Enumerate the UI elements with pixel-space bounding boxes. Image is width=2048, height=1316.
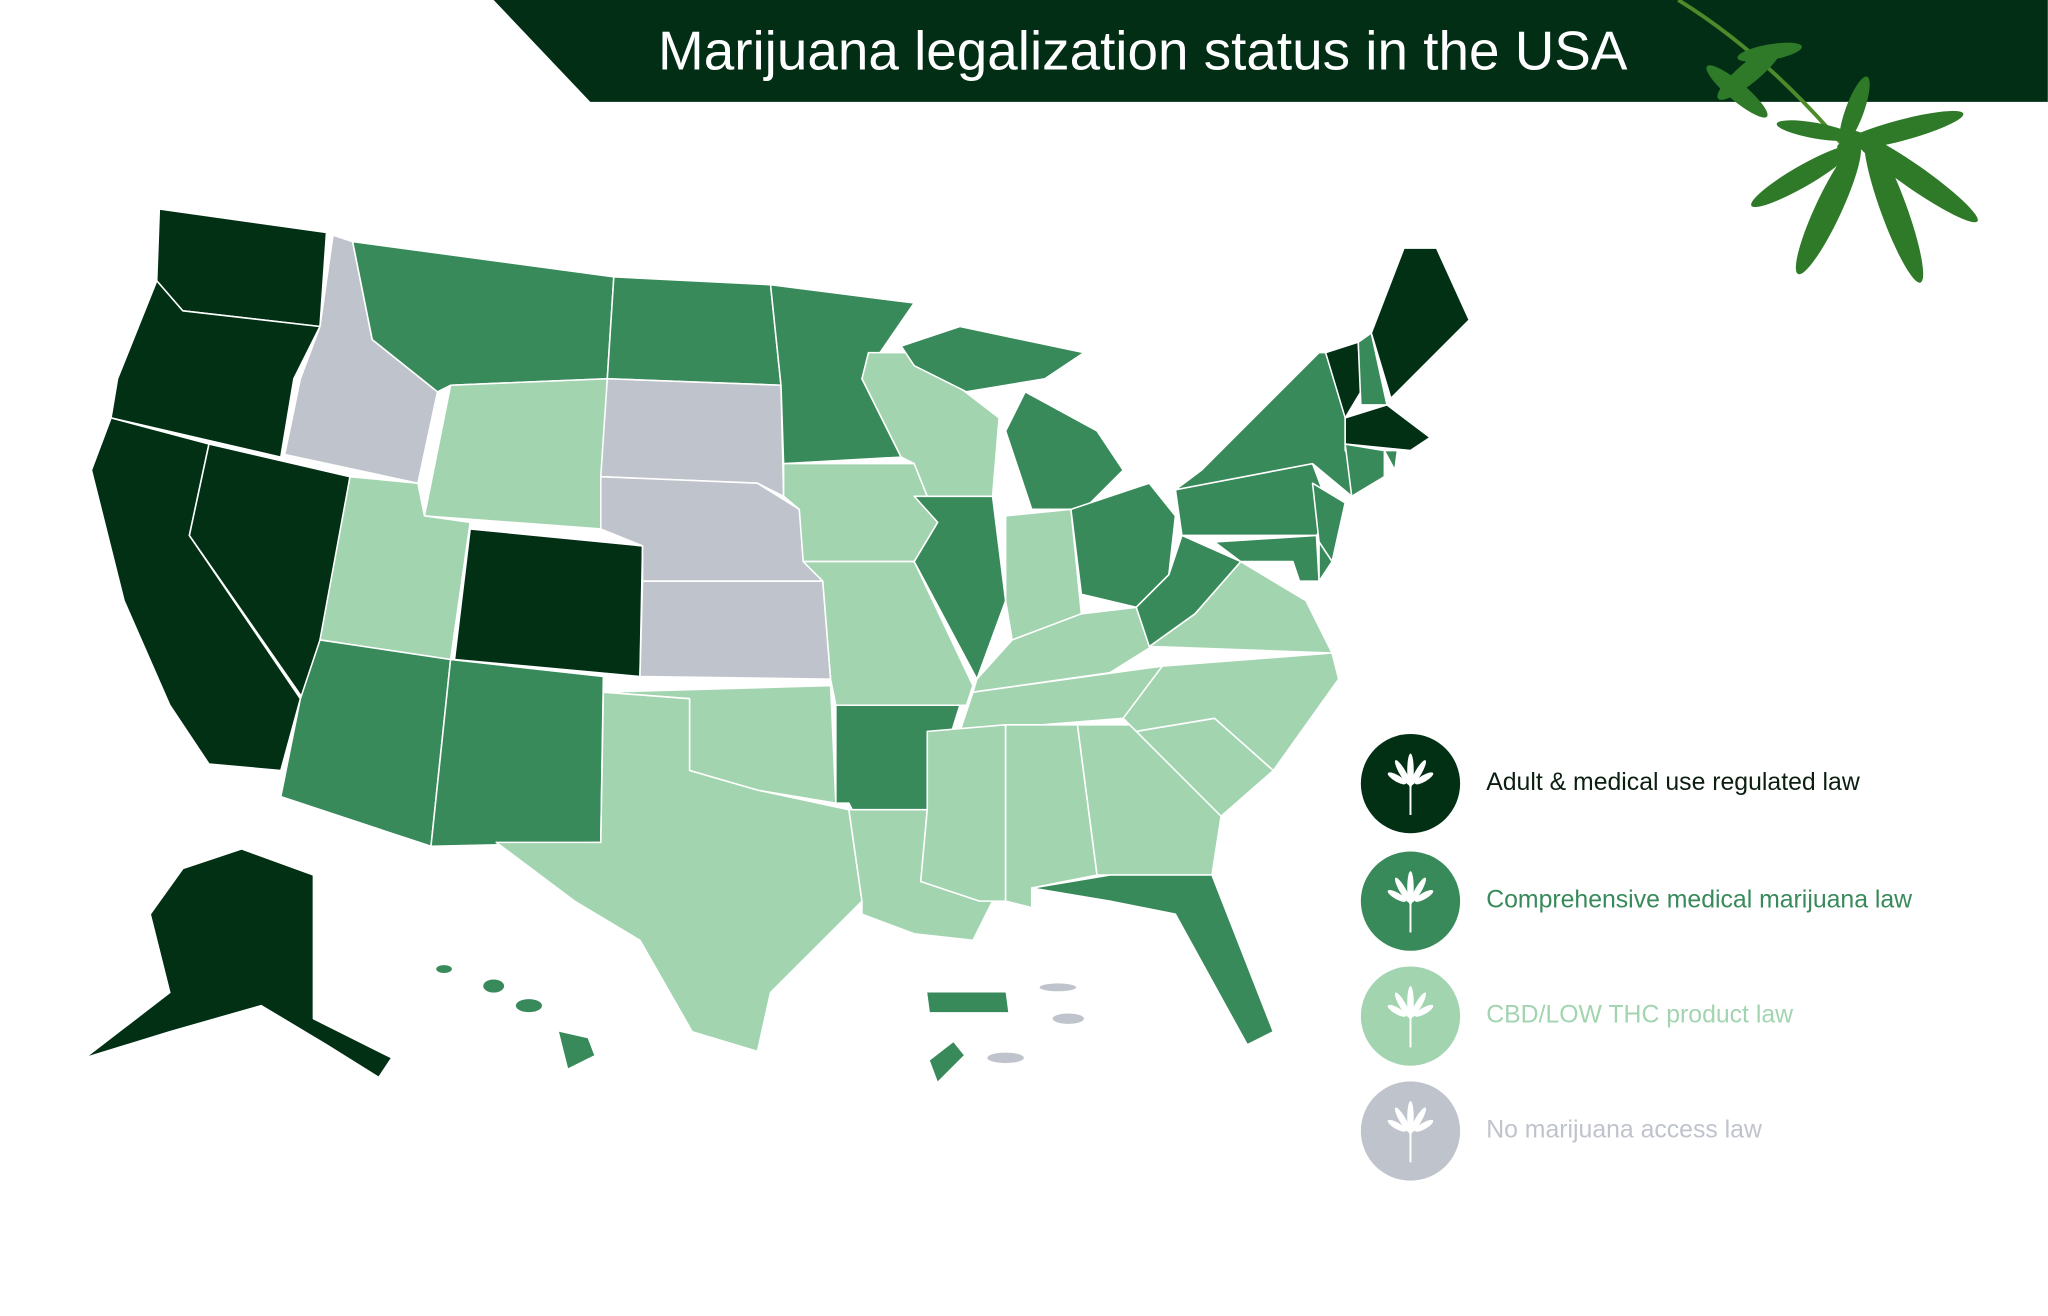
leaflet — [1387, 1004, 1407, 1017]
legend-label: CBD/LOW THC product law — [1486, 1002, 1793, 1029]
state-region — [155, 208, 328, 328]
state-region — [423, 377, 609, 530]
leaflet — [1410, 760, 1427, 786]
leaflet — [1394, 992, 1411, 1018]
leaflet — [1410, 992, 1427, 1018]
legend-label: No marijuana access law — [1486, 1117, 1762, 1144]
leaflet — [1387, 1119, 1407, 1132]
state-region — [919, 724, 1007, 902]
title: Marijuana legalization status in the USA — [658, 19, 1628, 81]
state-region — [606, 276, 782, 387]
leaflet — [1387, 889, 1407, 902]
state-region — [1004, 391, 1124, 511]
state-region — [1383, 449, 1399, 471]
state-region — [436, 965, 452, 973]
leaflet — [1387, 772, 1407, 785]
state-region — [84, 848, 393, 1079]
legend-label: Adult & medical use regulated law — [1486, 769, 1860, 796]
leaf-icon — [1387, 753, 1434, 815]
state-region — [1122, 652, 1340, 772]
leaf-decoration — [1677, 0, 1978, 283]
state-region — [900, 325, 1085, 393]
map-body: Marijuana legalization status in the USA — [84, 0, 2048, 1181]
leaflet — [1394, 760, 1411, 786]
legend-item: CBD/LOW THC product law — [1360, 966, 1793, 1066]
leaflet — [1394, 877, 1411, 903]
state-region — [1344, 404, 1431, 452]
legend: Adult & medical use regulated law Compreh… — [1360, 733, 1912, 1181]
leaf-icon — [1387, 986, 1434, 1048]
legend-label: Comprehensive medical marijuana law — [1486, 887, 1912, 914]
state-region — [1344, 443, 1386, 498]
state-region — [515, 999, 542, 1013]
state-region — [927, 992, 1009, 1013]
leaflet — [1414, 1004, 1434, 1017]
state-region — [1370, 247, 1471, 400]
state-region — [110, 280, 321, 458]
state-region — [987, 1052, 1024, 1064]
state-region — [1052, 1013, 1084, 1024]
state-region — [430, 658, 605, 848]
state-region — [483, 979, 505, 993]
states — [84, 208, 1471, 1082]
state-region — [1318, 541, 1333, 582]
state-region — [558, 1031, 595, 1069]
state-region — [599, 377, 785, 498]
state-region — [495, 691, 863, 1053]
leaflet — [1410, 1107, 1427, 1133]
legend-item: Adult & medical use regulated law — [1360, 733, 1860, 834]
leaflet — [1414, 772, 1434, 785]
leaflet — [1410, 877, 1427, 903]
state-region — [453, 528, 644, 678]
state-region — [280, 639, 452, 848]
state-region — [782, 462, 939, 563]
state-region — [929, 1042, 964, 1082]
state-region — [639, 580, 832, 680]
legend-item: Comprehensive medical marijuana law — [1360, 851, 1912, 951]
legend-item: No marijuana access law — [1360, 1081, 1762, 1181]
leaflet — [1414, 1119, 1434, 1132]
leaf-icon — [1387, 871, 1434, 933]
leaflet — [1394, 1107, 1411, 1133]
state-region — [1213, 534, 1320, 582]
state-region — [1030, 874, 1275, 1046]
title-bar — [493, 0, 2048, 102]
leaf-icon — [1387, 1100, 1434, 1163]
leaflet — [1414, 889, 1434, 902]
state-region — [1039, 983, 1077, 992]
